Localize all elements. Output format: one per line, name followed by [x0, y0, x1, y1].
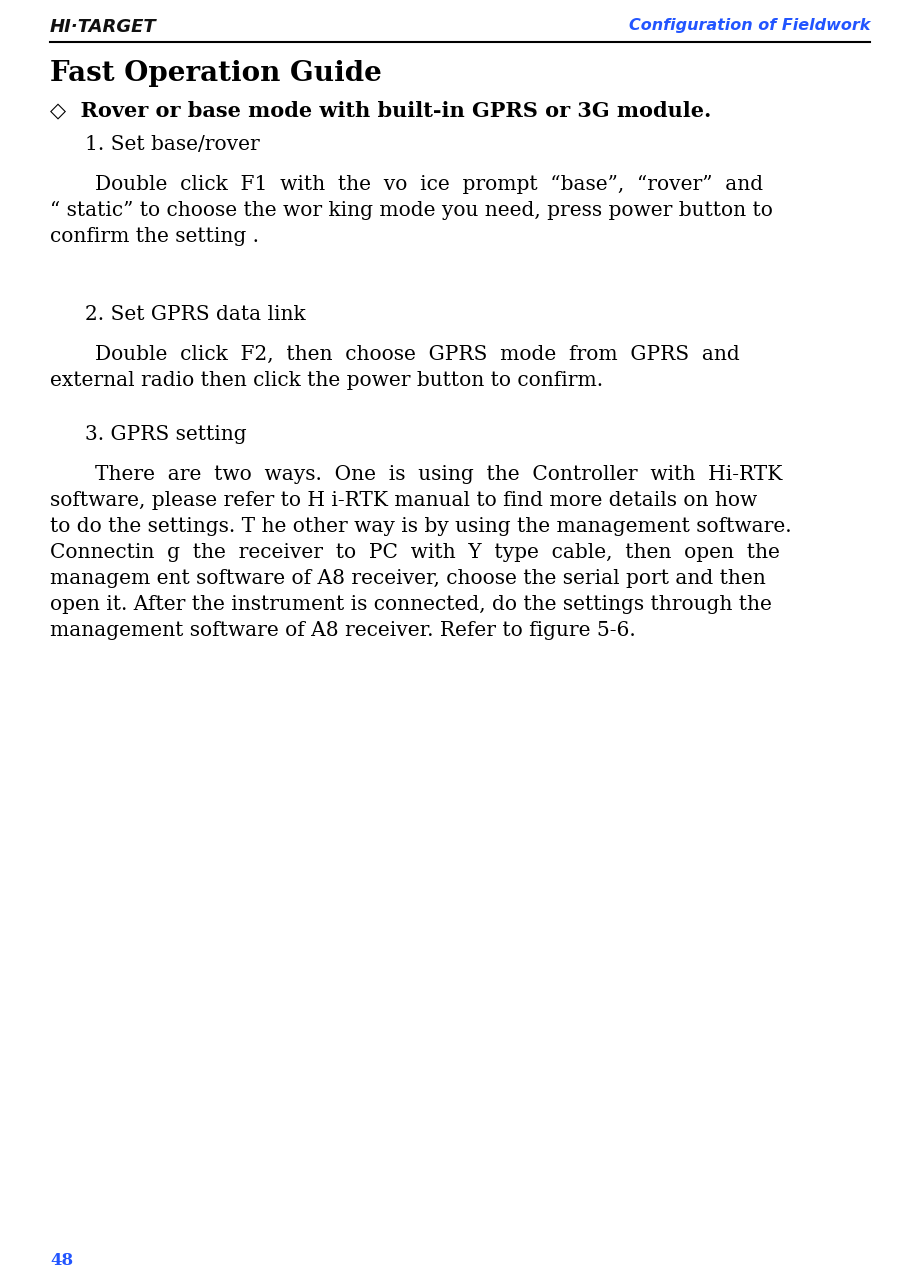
Text: “ static” to choose the wor king mode you need, press power button to: “ static” to choose the wor king mode yo…	[50, 201, 773, 221]
Text: open it. After the instrument is connected, do the settings through the: open it. After the instrument is connect…	[50, 595, 772, 615]
Text: There  are  two  ways.  One  is  using  the  Controller  with  Hi-RTK: There are two ways. One is using the Con…	[95, 464, 783, 484]
Text: management software of A8 receiver. Refer to figure 5-6.: management software of A8 receiver. Refe…	[50, 621, 635, 640]
Text: Double  click  F1  with  the  vo  ice  prompt  “base”,  “rover”  and: Double click F1 with the vo ice prompt “…	[95, 174, 763, 194]
Text: 1. Set base/rover: 1. Set base/rover	[85, 135, 260, 154]
Text: 48: 48	[50, 1252, 73, 1269]
Text: HI·TARGET: HI·TARGET	[50, 18, 157, 36]
Text: external radio then click the power button to confirm.: external radio then click the power butt…	[50, 371, 603, 390]
Text: 3. GPRS setting: 3. GPRS setting	[85, 425, 247, 444]
Text: ◇  Rover or base mode with built-in GPRS or 3G module.: ◇ Rover or base mode with built-in GPRS …	[50, 100, 711, 121]
Text: software, please refer to H i-RTK manual to find more details on how: software, please refer to H i-RTK manual…	[50, 491, 757, 511]
Text: Configuration of Fieldwork: Configuration of Fieldwork	[629, 18, 870, 33]
Text: managem ent software of A8 receiver, choose the serial port and then: managem ent software of A8 receiver, cho…	[50, 568, 766, 588]
Text: Fast Operation Guide: Fast Operation Guide	[50, 60, 382, 87]
Text: Connectin  g  the  receiver  to  PC  with  Y  type  cable,  then  open  the: Connectin g the receiver to PC with Y ty…	[50, 543, 780, 562]
Text: to do the settings. T he other way is by using the management software.: to do the settings. T he other way is by…	[50, 517, 792, 536]
Text: Double  click  F2,  then  choose  GPRS  mode  from  GPRS  and: Double click F2, then choose GPRS mode f…	[95, 345, 739, 364]
Text: confirm the setting .: confirm the setting .	[50, 227, 259, 246]
Text: 2. Set GPRS data link: 2. Set GPRS data link	[85, 305, 306, 325]
